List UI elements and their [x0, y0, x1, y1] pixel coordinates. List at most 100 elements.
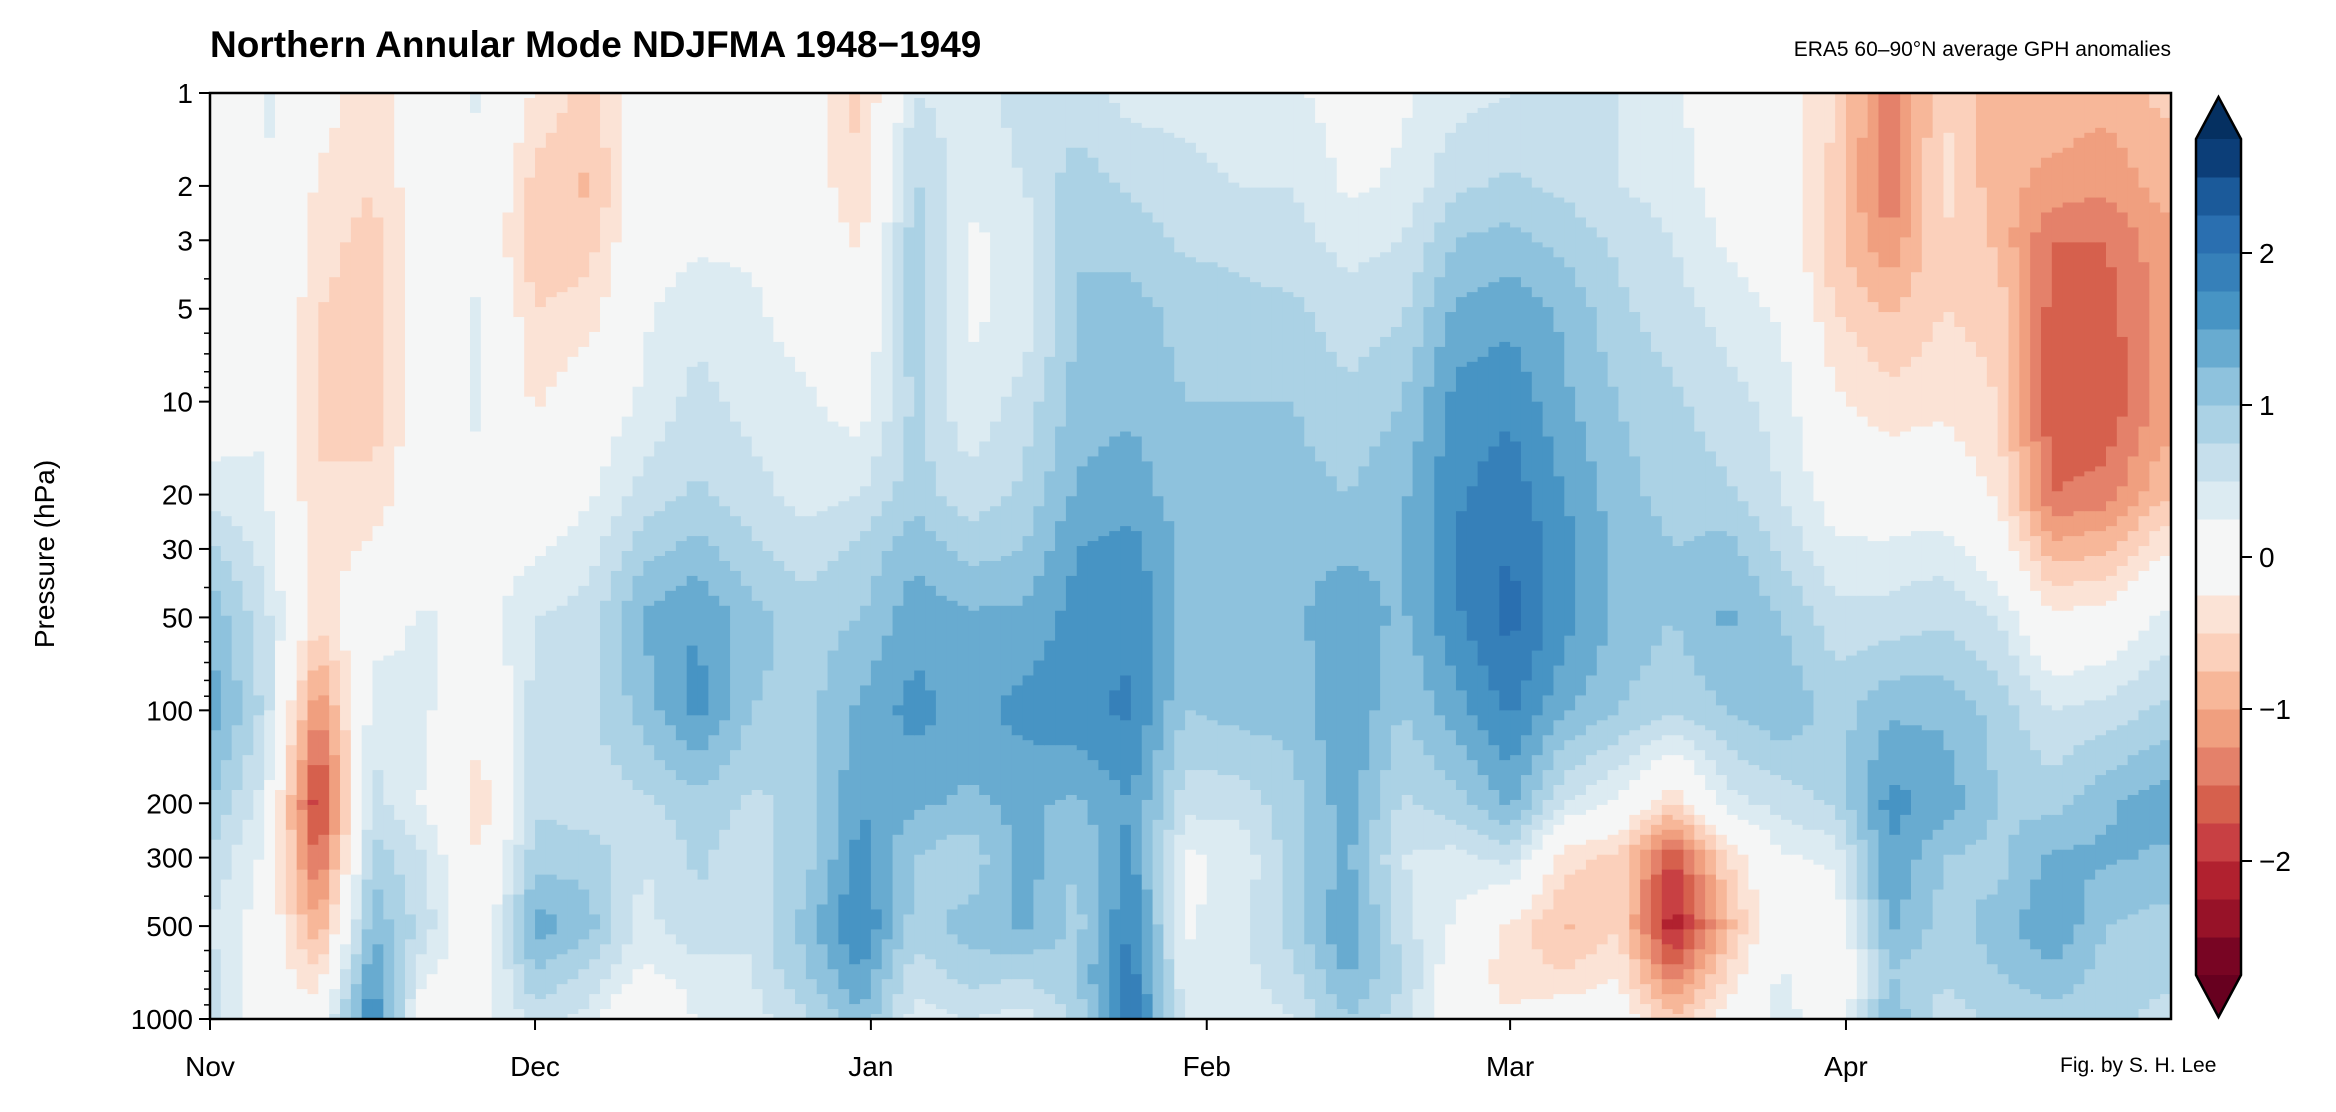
contour-fill	[1336, 969, 1349, 1010]
contour-fill	[1575, 93, 1587, 219]
contour-fill	[1780, 93, 1793, 363]
contour-fill	[1910, 949, 1923, 1020]
contour-fill	[1878, 949, 1890, 1000]
contour-fill	[405, 93, 417, 627]
contour-fill	[231, 93, 244, 458]
contour-fill	[632, 969, 644, 1020]
contour-fill	[2116, 516, 2129, 542]
contour-fill	[535, 307, 547, 408]
contour-fill	[2095, 944, 2107, 1020]
contour-fill	[1661, 735, 1674, 756]
contour-fill	[1228, 93, 1240, 184]
contour-fill	[1380, 252, 1392, 338]
contour-fill	[578, 197, 590, 278]
contour-fill	[1423, 690, 1435, 756]
contour-fill	[1575, 959, 1587, 995]
contour-fill	[1325, 944, 1338, 995]
contour-fill	[860, 222, 872, 423]
contour-fill	[1791, 1009, 1804, 1020]
contour-fill	[556, 605, 569, 826]
contour-fill	[1455, 366, 1468, 512]
contour-fill	[1661, 929, 1674, 945]
contour-fill	[1726, 959, 1739, 995]
contour-fill	[1239, 187, 1251, 278]
contour-fill	[1878, 312, 1890, 373]
contour-fill	[1618, 700, 1630, 736]
contour-fill	[675, 740, 688, 781]
contour-fill	[1304, 999, 1316, 1020]
contour-fill	[1607, 93, 1620, 258]
contour-fill	[1434, 849, 1446, 965]
contour-fill	[1163, 959, 1175, 1020]
contour-fill	[2138, 909, 2150, 1010]
contour-fill	[2116, 859, 2129, 921]
contour-fill	[1867, 361, 1880, 428]
contour-fill	[2073, 511, 2085, 537]
contour-fill	[2062, 944, 2075, 995]
contour-fill	[881, 222, 894, 423]
contour-fill	[1575, 695, 1587, 736]
contour-fill	[2073, 705, 2085, 746]
contour-fill	[827, 506, 839, 562]
y-tick-label: 10	[162, 387, 193, 418]
contour-fill	[1369, 446, 1381, 582]
contour-fill	[415, 804, 428, 851]
contour-fill	[1141, 725, 1154, 801]
colorbar-band	[2196, 329, 2241, 368]
contour-fill	[1596, 804, 1609, 841]
contour-fill	[2149, 844, 2161, 906]
contour-fill	[1683, 929, 1695, 950]
contour-fill	[1661, 839, 1674, 851]
colorbar-outline	[2194, 94, 2243, 1020]
contour-fill	[2008, 227, 2020, 248]
contour-fill	[1466, 361, 1479, 487]
contour-fill	[1986, 93, 1999, 248]
contour-fill	[1065, 93, 1078, 149]
contour-fill	[1499, 824, 1511, 846]
contour-fill	[1412, 989, 1425, 1020]
contour-fill	[1520, 93, 1533, 179]
contour-fill	[1802, 272, 1815, 472]
contour-fill	[1867, 93, 1880, 253]
contour-fill	[1683, 914, 1695, 930]
y-tick-label: 1000	[131, 1004, 193, 1035]
contour-fill	[2019, 675, 2031, 731]
contour-fill	[1434, 346, 1446, 458]
contour-fill	[285, 794, 298, 831]
contour-fill	[892, 715, 904, 836]
contour-fill	[524, 93, 536, 99]
contour-fill	[264, 137, 276, 512]
contour-fill	[1726, 715, 1739, 751]
contour-fill	[1726, 844, 1739, 871]
contour-fill	[1672, 994, 1685, 1015]
contour-fill	[827, 650, 839, 861]
contour-fill	[632, 93, 644, 388]
contour-fill	[827, 187, 839, 423]
contour-fill	[979, 560, 991, 607]
contour-fill	[1629, 844, 1641, 916]
contour-fill	[1488, 959, 1500, 985]
contour-fill	[990, 93, 1002, 423]
contour-fill	[1900, 789, 1912, 816]
contour-fill	[1206, 262, 1219, 403]
contour-fill	[1520, 680, 1533, 736]
contour-fill	[1412, 939, 1425, 990]
contour-fill	[1412, 655, 1425, 741]
contour-fill	[795, 944, 807, 1005]
contour-fill	[502, 93, 514, 214]
contour-fill	[1835, 93, 1847, 318]
contour-fill	[1737, 974, 1750, 1020]
contour-fill	[1120, 720, 1132, 796]
contour-fill	[870, 516, 883, 577]
contour-fill	[437, 93, 449, 856]
contour-fill	[1640, 1004, 1652, 1020]
contour-fill	[1011, 1009, 1024, 1020]
contour-fill	[1380, 605, 1392, 627]
contour-fill	[1195, 770, 1208, 821]
contour-fill	[307, 192, 319, 642]
contour-fill	[1390, 809, 1403, 945]
contour-fill	[480, 780, 493, 826]
contour-fill	[1640, 331, 1652, 497]
contour-fill	[979, 93, 991, 233]
contour-fill	[567, 287, 579, 358]
